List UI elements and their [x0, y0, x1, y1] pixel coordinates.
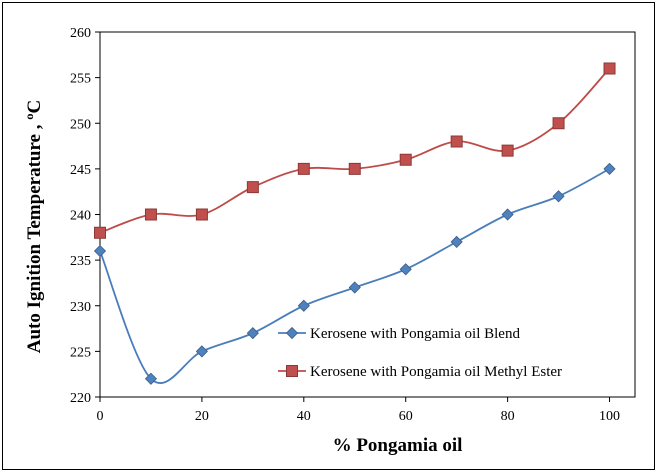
- x-tick-label: 80: [501, 409, 515, 424]
- y-tick-label: 230: [70, 300, 91, 315]
- x-tick-label: 0: [97, 409, 104, 424]
- y-tick-label: 225: [70, 345, 91, 360]
- series-2-point: [144, 208, 157, 221]
- y-tick-label: 235: [70, 254, 91, 269]
- series-2-point: [552, 117, 565, 130]
- series-2-point: [348, 162, 361, 175]
- y-axis-title: Auto Ignition Temperature , ºC: [24, 100, 45, 353]
- y-tick-label: 220: [70, 391, 91, 406]
- series-2-point: [501, 144, 514, 157]
- series-2-point: [399, 153, 412, 166]
- series-layer: [93, 62, 616, 385]
- series-2: [94, 62, 616, 239]
- y-tick-label: 255: [70, 72, 91, 87]
- legend-marker: [285, 326, 299, 340]
- series-1-point: [501, 208, 514, 221]
- legend-label: Kerosene with Pongamia oil Blend: [310, 326, 520, 342]
- x-tick-label: 60: [399, 409, 413, 424]
- series-2-line: [99, 67, 611, 234]
- series-1-line: [99, 168, 610, 384]
- series-1-point: [450, 235, 463, 248]
- series-1-point: [297, 299, 310, 312]
- series-2-point: [195, 208, 208, 221]
- axes: [99, 31, 636, 398]
- y-tick-label: 245: [70, 163, 91, 178]
- y-tick-label: 250: [70, 117, 91, 132]
- series-2-point: [297, 162, 310, 175]
- legend: Kerosene with Pongamia oil Blend Kerosene…: [278, 326, 562, 380]
- series-1-point: [93, 244, 107, 258]
- series-1-point: [246, 327, 259, 340]
- series-1-point: [195, 345, 208, 358]
- x-tick-label: 100: [599, 409, 620, 424]
- series-1-point: [399, 263, 412, 276]
- legend-marker: [286, 365, 298, 377]
- chart-frame: [2, 2, 655, 470]
- legend-label: Kerosene with Pongamia oil Methyl Ester: [310, 364, 562, 380]
- y-tick-label: 260: [70, 26, 91, 41]
- series-1-point: [348, 281, 361, 294]
- x-tick-label: 40: [297, 409, 311, 424]
- tick-labels: 220 225 230 235 240 245 250 255 260 0 20 40 60 80 100: [70, 26, 620, 424]
- series-1: [93, 162, 616, 385]
- plot-area: [99, 31, 636, 398]
- series-2-point: [603, 62, 616, 75]
- series-2-point: [450, 135, 463, 148]
- x-axis-title: % Pongamia oil: [333, 435, 463, 456]
- series-1-point: [603, 162, 616, 175]
- series-2-point: [246, 181, 259, 194]
- series-1-point: [552, 190, 565, 203]
- series-1-point: [144, 372, 158, 385]
- x-tick-label: 20: [195, 409, 209, 424]
- y-tick-label: 240: [70, 209, 91, 224]
- series-2-point: [94, 226, 106, 239]
